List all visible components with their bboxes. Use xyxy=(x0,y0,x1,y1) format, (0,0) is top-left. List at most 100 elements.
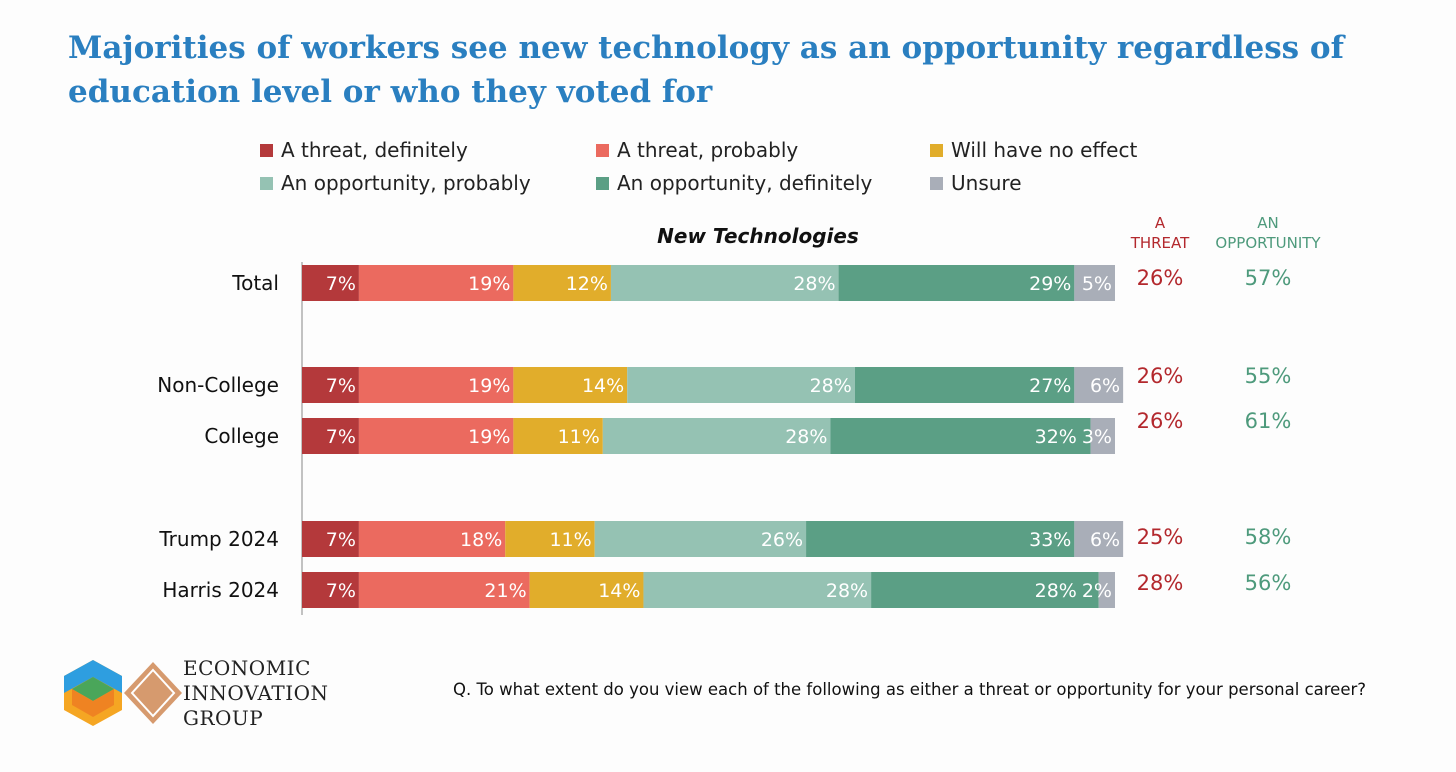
bar-segment xyxy=(1090,418,1115,454)
bar-segment xyxy=(643,572,872,608)
logo-text: ECONOMIC INNOVATION GROUP xyxy=(183,656,329,731)
bar-value-label: 19% xyxy=(468,273,510,295)
bar-segment xyxy=(529,572,644,608)
legend-item: Unsure xyxy=(930,171,1022,195)
threat-total: 26% xyxy=(1137,364,1184,388)
legend-swatch xyxy=(596,176,609,190)
eig-logo xyxy=(64,660,184,730)
bar-segment xyxy=(302,521,359,557)
bar-value-label: 11% xyxy=(558,426,600,448)
bar-value-label: 14% xyxy=(582,375,624,397)
bar-value-label: 11% xyxy=(549,529,591,551)
opportunity-header-line: AN xyxy=(1257,214,1278,232)
bar-value-label: 7% xyxy=(326,273,356,295)
bar-value-label: 3% xyxy=(1082,426,1112,448)
footnote: Q. To what extent do you view each of th… xyxy=(453,680,1367,699)
bar-segment xyxy=(358,265,514,301)
bar-segment xyxy=(513,265,611,301)
bar-value-label: 28% xyxy=(826,580,868,602)
opportunity-total: 56% xyxy=(1245,571,1292,595)
category-label: Harris 2024 xyxy=(162,578,279,602)
legend-swatch xyxy=(260,143,273,157)
threat-total: 26% xyxy=(1137,266,1184,290)
logo-line: ECONOMIC xyxy=(183,656,311,680)
legend-item: A threat, probably xyxy=(596,138,798,162)
opportunity-total: 58% xyxy=(1245,525,1292,549)
bar-segment xyxy=(302,367,359,403)
bar-value-label: 19% xyxy=(468,426,510,448)
legend-label: A threat, probably xyxy=(617,138,799,162)
legend-label: Unsure xyxy=(951,171,1022,195)
legend-label: A threat, definitely xyxy=(281,138,468,162)
legend-label: An opportunity, probably xyxy=(281,171,531,195)
bar-value-label: 14% xyxy=(598,580,640,602)
threat-header-line: THREAT xyxy=(1130,234,1190,252)
logo-mark-icon xyxy=(64,660,182,726)
bar-value-label: 7% xyxy=(326,580,356,602)
bar-segment xyxy=(627,367,855,403)
bar-value-label: 21% xyxy=(484,580,526,602)
bar-value-label: 28% xyxy=(793,273,835,295)
logo-line: GROUP xyxy=(183,706,264,730)
bar-segment xyxy=(1098,572,1115,608)
bar-segment xyxy=(806,521,1075,557)
bar-segment xyxy=(505,521,595,557)
category-label: Non-College xyxy=(157,373,279,397)
logo-line: INNOVATION xyxy=(183,681,329,705)
bar-value-label: 28% xyxy=(785,426,827,448)
bar-value-label: 5% xyxy=(1082,273,1112,295)
category-label: Trump 2024 xyxy=(158,527,279,551)
bar-value-label: 2% xyxy=(1082,580,1112,602)
legend-item: Will have no effect xyxy=(930,138,1137,162)
bar-value-label: 27% xyxy=(1029,375,1071,397)
bar-segment xyxy=(830,418,1091,454)
bar-segment xyxy=(1074,521,1124,557)
bar-value-label: 18% xyxy=(460,529,502,551)
legend-item: A threat, definitely xyxy=(260,138,468,162)
chart-title: Majorities of workers see new technology… xyxy=(68,30,1344,110)
bar-segment xyxy=(358,521,506,557)
bar-segment xyxy=(358,367,514,403)
legend-swatch xyxy=(930,176,943,190)
bar-segment xyxy=(302,418,359,454)
threat-total: 26% xyxy=(1137,409,1184,433)
bar-value-label: 7% xyxy=(326,375,356,397)
bar-value-label: 33% xyxy=(1029,529,1071,551)
legend-label: Will have no effect xyxy=(951,138,1138,162)
bar-value-label: 26% xyxy=(761,529,803,551)
legend-item: An opportunity, probably xyxy=(260,171,531,195)
opportunity-total: 57% xyxy=(1245,266,1292,290)
bar-value-label: 19% xyxy=(468,375,510,397)
opportunity-header-line: OPPORTUNITY xyxy=(1215,234,1321,252)
bar-segment xyxy=(610,265,839,301)
category-label: Total xyxy=(231,271,279,295)
bar-segment xyxy=(358,418,514,454)
bar-segment xyxy=(302,572,359,608)
bar-segment xyxy=(513,418,603,454)
bar-segment xyxy=(871,572,1099,608)
category-label: College xyxy=(204,424,279,448)
threat-header-line: A xyxy=(1155,214,1166,232)
bar-value-label: 28% xyxy=(1035,580,1077,602)
bar-segment xyxy=(1074,367,1124,403)
bar-segment xyxy=(358,572,530,608)
opportunity-total: 55% xyxy=(1245,364,1292,388)
legend-swatch xyxy=(260,176,273,190)
bar-segment xyxy=(602,418,831,454)
bar-segment xyxy=(854,367,1075,403)
legend-label: An opportunity, definitely xyxy=(617,171,873,195)
bar-segment xyxy=(838,265,1075,301)
legend-swatch xyxy=(930,143,943,157)
bar-value-label: 7% xyxy=(326,529,356,551)
bar-value-label: 6% xyxy=(1090,375,1120,397)
bar-segment xyxy=(1074,265,1115,301)
bar-value-label: 32% xyxy=(1035,426,1077,448)
bar-value-label: 28% xyxy=(810,375,852,397)
bar-value-label: 12% xyxy=(566,273,608,295)
chart-subtitle: New Technologies xyxy=(657,224,859,248)
bar-value-label: 7% xyxy=(326,426,356,448)
opportunity-total: 61% xyxy=(1245,409,1292,433)
bar-value-label: 29% xyxy=(1029,273,1071,295)
